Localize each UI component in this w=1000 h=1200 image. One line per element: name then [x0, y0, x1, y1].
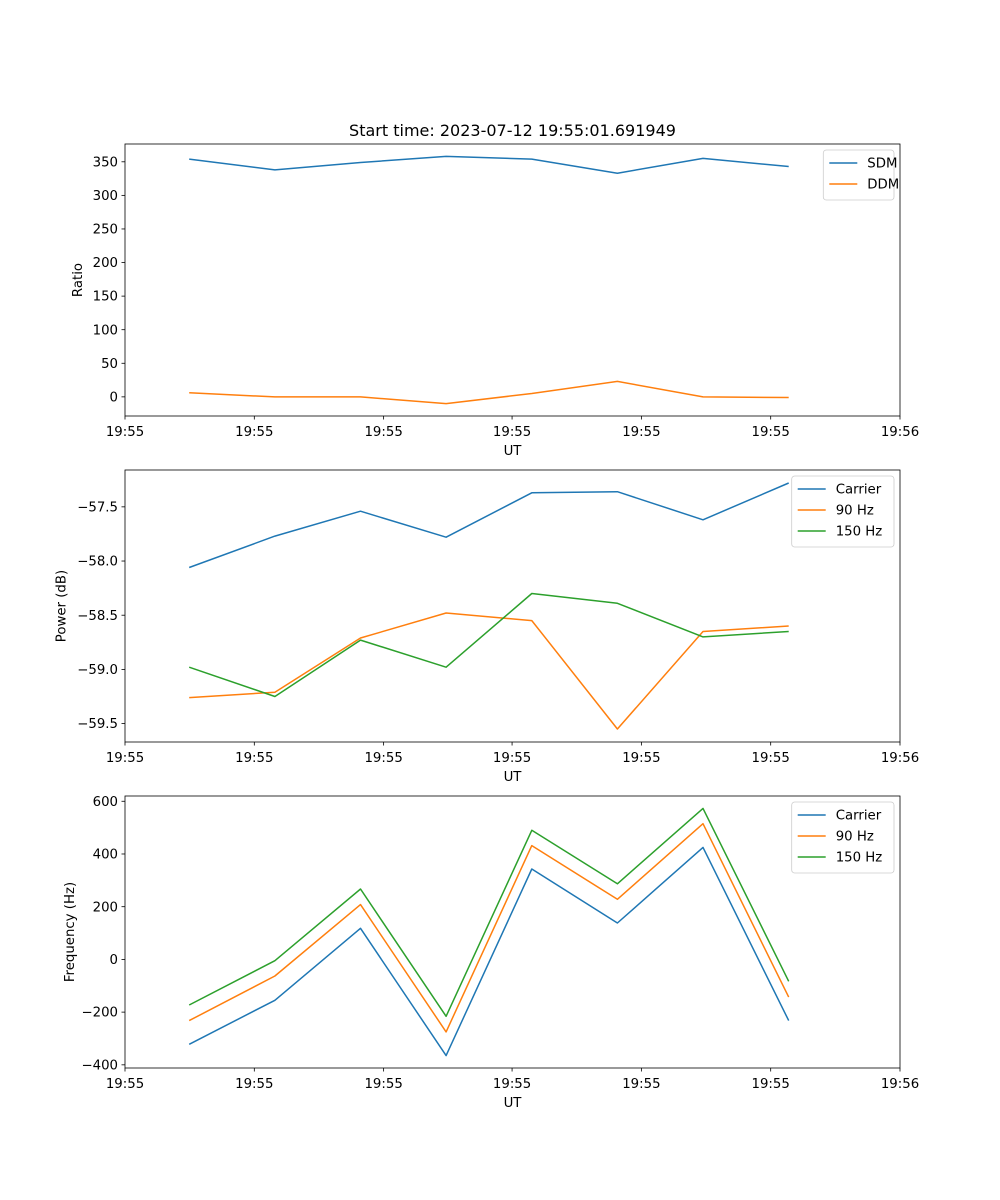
x-tick-label: 19:55	[235, 1077, 273, 1092]
subplot-1: Start time: 2023-07-12 19:55:01.691949 19…	[71, 121, 919, 459]
axes-frame	[124, 795, 901, 1069]
legend: Carrier 90 Hz 150 Hz	[791, 475, 895, 548]
x-tick-label: 19:55	[493, 751, 531, 766]
x-tick-label: 19:55	[364, 425, 402, 440]
legend-label: 150 Hz	[836, 525, 883, 540]
y-axis-label: Frequency (Hz)	[63, 882, 78, 982]
y-tick-label: 350	[93, 155, 118, 170]
y-tick-label: −400	[81, 1058, 118, 1073]
y-tick-label: 300	[93, 189, 118, 204]
y-tick-label: −57.5	[77, 500, 118, 515]
x-tick-label: 19:55	[752, 751, 790, 766]
x-tick-label: 19:55	[235, 751, 273, 766]
series-line-sdm	[189, 155, 789, 174]
y-tick-label: −59.5	[77, 717, 118, 732]
subplot-3: 19:55 19:55 19:55 19:55 19:55 19:55 19:56 −400 −…	[63, 795, 919, 1111]
legend-label: Carrier	[836, 483, 882, 498]
x-tick-label: 19:56	[881, 425, 919, 440]
x-tick-label: 19:55	[106, 1077, 144, 1092]
x-tick-label: 19:55	[622, 751, 660, 766]
y-tick-label: 250	[93, 223, 118, 238]
y-tick-label: 400	[93, 848, 118, 863]
x-tick-label: 19:55	[364, 751, 402, 766]
series-line-carrier	[188, 846, 790, 1057]
y-axis-label: Power (dB)	[55, 570, 70, 642]
legend-label: Carrier	[836, 809, 882, 824]
chart-title: Start time: 2023-07-12 19:55:01.691949	[349, 121, 676, 140]
x-tick-label: 19:55	[622, 425, 660, 440]
y-tick-label: −59.0	[77, 663, 118, 678]
series-line-carrier	[188, 482, 789, 569]
subplot-2: 19:55 19:55 19:55 19:55 19:55 19:55 19:56 −59.5…	[55, 469, 919, 785]
legend-label: 90 Hz	[836, 504, 874, 519]
x-tick-label: 19:55	[235, 425, 273, 440]
series-line-90-hz	[189, 612, 789, 730]
x-tick-label: 19:55	[106, 425, 144, 440]
series-line-ddm	[189, 380, 789, 405]
x-tick-label: 19:55	[752, 425, 790, 440]
x-axis-label: UT	[504, 1096, 523, 1111]
y-tick-label: 50	[101, 357, 118, 372]
y-axis-label: Ratio	[71, 263, 86, 297]
legend-box	[791, 801, 895, 874]
x-axis-label: UT	[504, 444, 523, 459]
y-tick-label: 0	[110, 953, 118, 968]
x-tick-label: 19:55	[493, 425, 531, 440]
x-tick-label: 19:56	[881, 1077, 919, 1092]
x-tick-label: 19:55	[493, 1077, 531, 1092]
y-tick-label: −200	[81, 1006, 118, 1021]
y-tick-label: 200	[93, 900, 118, 915]
y-tick-label: 600	[93, 795, 118, 810]
axes-frame	[124, 143, 901, 417]
y-tick-label: 150	[93, 290, 118, 305]
legend-label: 90 Hz	[836, 830, 874, 845]
legend-label: DDM	[867, 178, 899, 193]
series-line-150-hz	[188, 807, 790, 1018]
y-tick-label: −58.5	[77, 609, 118, 624]
x-tick-label: 19:55	[364, 1077, 402, 1092]
x-tick-label: 19:55	[622, 1077, 660, 1092]
series-line-90-hz	[188, 822, 790, 1033]
y-tick-label: 100	[93, 323, 118, 338]
x-tick-label: 19:55	[752, 1077, 790, 1092]
x-tick-label: 19:56	[881, 751, 919, 766]
legend-label: SDM	[867, 157, 897, 172]
legend: SDM DDM	[822, 149, 899, 201]
y-tick-label: 200	[93, 256, 118, 271]
axes-frame	[124, 469, 901, 743]
y-tick-label: −58.0	[77, 555, 118, 570]
series-line-150-hz	[188, 592, 789, 698]
x-tick-label: 19:55	[106, 751, 144, 766]
legend: Carrier 90 Hz 150 Hz	[791, 801, 895, 874]
legend-label: 150 Hz	[836, 851, 883, 866]
legend-box	[791, 475, 895, 548]
y-tick-label: 0	[110, 390, 118, 405]
x-axis-label: UT	[504, 770, 523, 785]
